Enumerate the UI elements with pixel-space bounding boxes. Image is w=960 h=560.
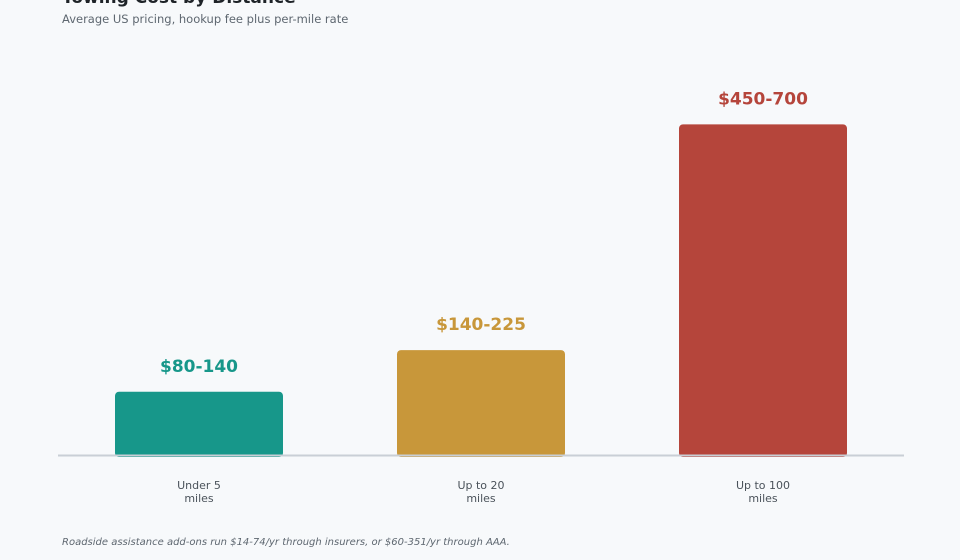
x-tick-label-2-line-1: Up to 20 <box>457 479 504 492</box>
data-label-3: $450-700 <box>718 89 808 109</box>
chart-title: Towing Cost by Distance <box>62 0 296 8</box>
x-tick-label-1-line-2: miles <box>184 492 214 505</box>
data-label-2: $140-225 <box>436 315 526 335</box>
x-tick-label-2-line-2: miles <box>466 492 496 505</box>
x-tick-label-1-line-1: Under 5 <box>177 479 221 492</box>
x-tick-label-3-line-2: miles <box>748 492 778 505</box>
bar-2 <box>397 350 565 457</box>
data-label-1: $80-140 <box>160 357 238 377</box>
chart-footnote: Roadside assistance add-ons run $14-74/y… <box>62 537 510 548</box>
bar-1 <box>115 391 283 457</box>
x-tick-label-3-line-1: Up to 100 <box>736 479 790 492</box>
chart-subtitle: Average US pricing, hookup fee plus per-… <box>62 12 349 26</box>
bar-3 <box>679 124 847 457</box>
